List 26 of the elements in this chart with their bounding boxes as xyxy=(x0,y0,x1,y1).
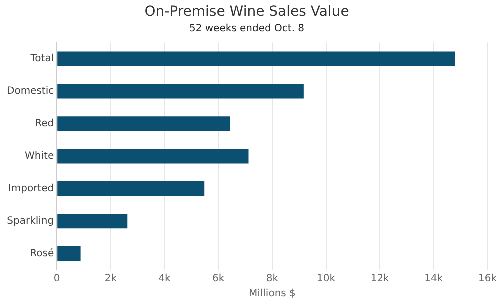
bar xyxy=(58,182,205,196)
chart-title: On-Premise Wine Sales Value xyxy=(144,4,350,20)
x-tick-label: 0 xyxy=(54,274,60,285)
y-tick-label: Total xyxy=(30,54,54,65)
x-axis-title: Millions $ xyxy=(248,288,296,300)
y-tick-label: Imported xyxy=(8,183,54,194)
x-tick-label: 10k xyxy=(317,274,336,285)
y-tick-label: Domestic xyxy=(6,86,54,98)
bar xyxy=(58,116,230,132)
bar xyxy=(58,84,304,99)
x-tick-label: 2k xyxy=(104,274,118,285)
x-tick-label: 16k xyxy=(478,274,498,285)
x-tick-label: 8k xyxy=(266,274,279,285)
bar xyxy=(58,214,128,229)
bar xyxy=(58,149,249,164)
y-tick-label: Sparkling xyxy=(7,216,54,227)
x-tick-label: 12k xyxy=(370,274,390,285)
chart-subtitle: 52 weeks ended Oct. 8 xyxy=(189,23,305,34)
y-tick-label: White xyxy=(25,150,54,162)
x-tick-label: 14k xyxy=(424,274,444,285)
bar xyxy=(58,52,456,66)
bar xyxy=(58,246,81,262)
x-tick-label: 6k xyxy=(212,274,225,285)
y-tick-label: Rosé xyxy=(30,248,54,260)
y-tick-label: Red xyxy=(35,118,54,130)
x-tick-label: 4k xyxy=(158,274,172,285)
